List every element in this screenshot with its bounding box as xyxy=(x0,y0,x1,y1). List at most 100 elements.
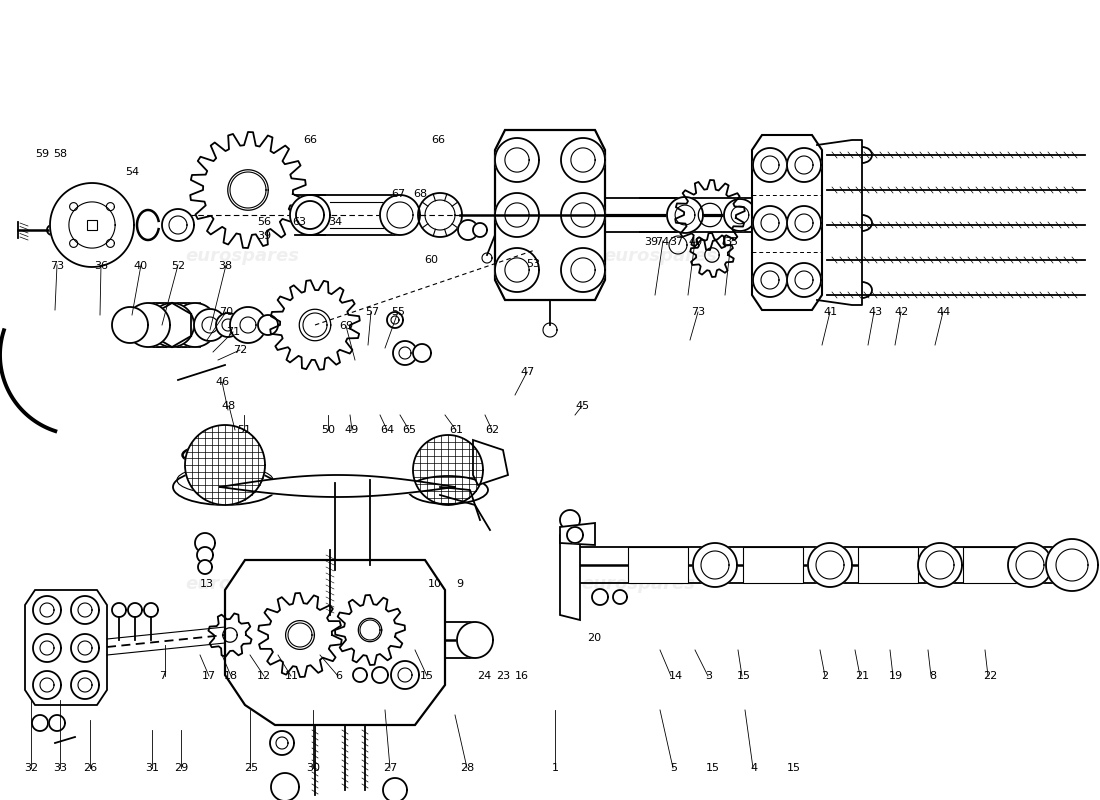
Text: 40: 40 xyxy=(689,237,702,246)
Polygon shape xyxy=(226,560,446,725)
Polygon shape xyxy=(372,667,388,683)
Polygon shape xyxy=(393,341,417,365)
Polygon shape xyxy=(495,248,539,292)
Polygon shape xyxy=(786,206,821,240)
Text: 66: 66 xyxy=(304,135,317,145)
Text: 70: 70 xyxy=(220,307,233,317)
Text: 61: 61 xyxy=(450,426,463,435)
Text: 52: 52 xyxy=(172,261,185,270)
Text: 73: 73 xyxy=(51,261,64,270)
Text: 17: 17 xyxy=(202,671,216,681)
Polygon shape xyxy=(592,589,608,605)
Bar xyxy=(628,547,688,583)
Text: 74: 74 xyxy=(656,237,669,246)
Text: 5: 5 xyxy=(670,763,676,773)
Polygon shape xyxy=(216,313,240,337)
Polygon shape xyxy=(33,671,60,699)
Text: 67: 67 xyxy=(392,189,405,198)
Polygon shape xyxy=(50,183,134,267)
Text: 66: 66 xyxy=(431,135,444,145)
Text: 16: 16 xyxy=(515,671,528,681)
Polygon shape xyxy=(495,193,539,237)
Text: 24: 24 xyxy=(477,671,491,681)
Ellipse shape xyxy=(173,469,277,505)
Text: 15: 15 xyxy=(420,671,433,681)
Polygon shape xyxy=(112,603,126,617)
Polygon shape xyxy=(72,634,99,662)
Polygon shape xyxy=(270,731,294,755)
Polygon shape xyxy=(271,773,299,800)
Polygon shape xyxy=(33,596,60,624)
Text: 15: 15 xyxy=(737,671,750,681)
Text: 40: 40 xyxy=(134,261,147,270)
Polygon shape xyxy=(561,248,605,292)
Polygon shape xyxy=(495,138,539,182)
Text: 54: 54 xyxy=(125,167,139,177)
Polygon shape xyxy=(197,547,213,563)
Text: 4: 4 xyxy=(750,763,757,773)
Text: 20: 20 xyxy=(587,634,601,643)
Text: eurospares: eurospares xyxy=(603,247,717,265)
Text: 62: 62 xyxy=(486,426,499,435)
Text: eurospares: eurospares xyxy=(185,247,299,265)
Polygon shape xyxy=(473,223,487,237)
Text: 10: 10 xyxy=(428,579,441,589)
Text: 73: 73 xyxy=(692,307,705,317)
Polygon shape xyxy=(128,603,142,617)
Polygon shape xyxy=(754,148,786,182)
Text: 21: 21 xyxy=(856,671,869,681)
Text: 51: 51 xyxy=(238,426,251,435)
Text: 72: 72 xyxy=(233,346,246,355)
Text: 45: 45 xyxy=(576,402,590,411)
Text: 29: 29 xyxy=(175,763,188,773)
Text: 13: 13 xyxy=(200,579,213,589)
Text: 49: 49 xyxy=(345,426,359,435)
Polygon shape xyxy=(230,307,266,343)
Text: 63: 63 xyxy=(293,218,306,227)
Text: 33: 33 xyxy=(54,763,67,773)
Text: 41: 41 xyxy=(824,307,837,317)
Polygon shape xyxy=(412,344,431,362)
Polygon shape xyxy=(390,661,419,689)
Text: 71: 71 xyxy=(227,327,240,337)
Text: 53: 53 xyxy=(527,259,540,269)
Polygon shape xyxy=(561,193,605,237)
Polygon shape xyxy=(195,533,214,553)
Text: 43: 43 xyxy=(869,307,882,317)
Polygon shape xyxy=(918,543,962,587)
Polygon shape xyxy=(162,209,194,241)
Bar xyxy=(742,547,803,583)
Polygon shape xyxy=(786,263,821,297)
Text: 69: 69 xyxy=(340,322,353,331)
Text: 38: 38 xyxy=(219,261,232,270)
Text: 23: 23 xyxy=(496,671,509,681)
Polygon shape xyxy=(495,130,605,300)
Text: 34: 34 xyxy=(329,218,342,227)
Polygon shape xyxy=(724,199,756,231)
Bar xyxy=(858,547,918,583)
Text: 57: 57 xyxy=(365,307,378,317)
Text: 8: 8 xyxy=(930,671,936,681)
Polygon shape xyxy=(560,523,595,545)
Text: 28: 28 xyxy=(461,763,474,773)
Polygon shape xyxy=(808,543,852,587)
Polygon shape xyxy=(754,263,786,297)
Polygon shape xyxy=(33,634,60,662)
Text: 56: 56 xyxy=(257,218,271,227)
Polygon shape xyxy=(126,303,170,347)
Text: 32: 32 xyxy=(24,763,37,773)
Text: 18: 18 xyxy=(224,671,238,681)
Polygon shape xyxy=(72,671,99,699)
Text: 25: 25 xyxy=(244,763,257,773)
Polygon shape xyxy=(112,307,148,343)
Text: 15: 15 xyxy=(788,763,801,773)
Text: 12: 12 xyxy=(257,671,271,681)
Polygon shape xyxy=(456,622,493,658)
Polygon shape xyxy=(754,206,786,240)
Text: 37: 37 xyxy=(670,237,683,246)
Text: 30: 30 xyxy=(307,763,320,773)
Polygon shape xyxy=(25,590,107,705)
Polygon shape xyxy=(412,435,483,505)
Polygon shape xyxy=(32,715,48,731)
Text: 50: 50 xyxy=(321,426,334,435)
